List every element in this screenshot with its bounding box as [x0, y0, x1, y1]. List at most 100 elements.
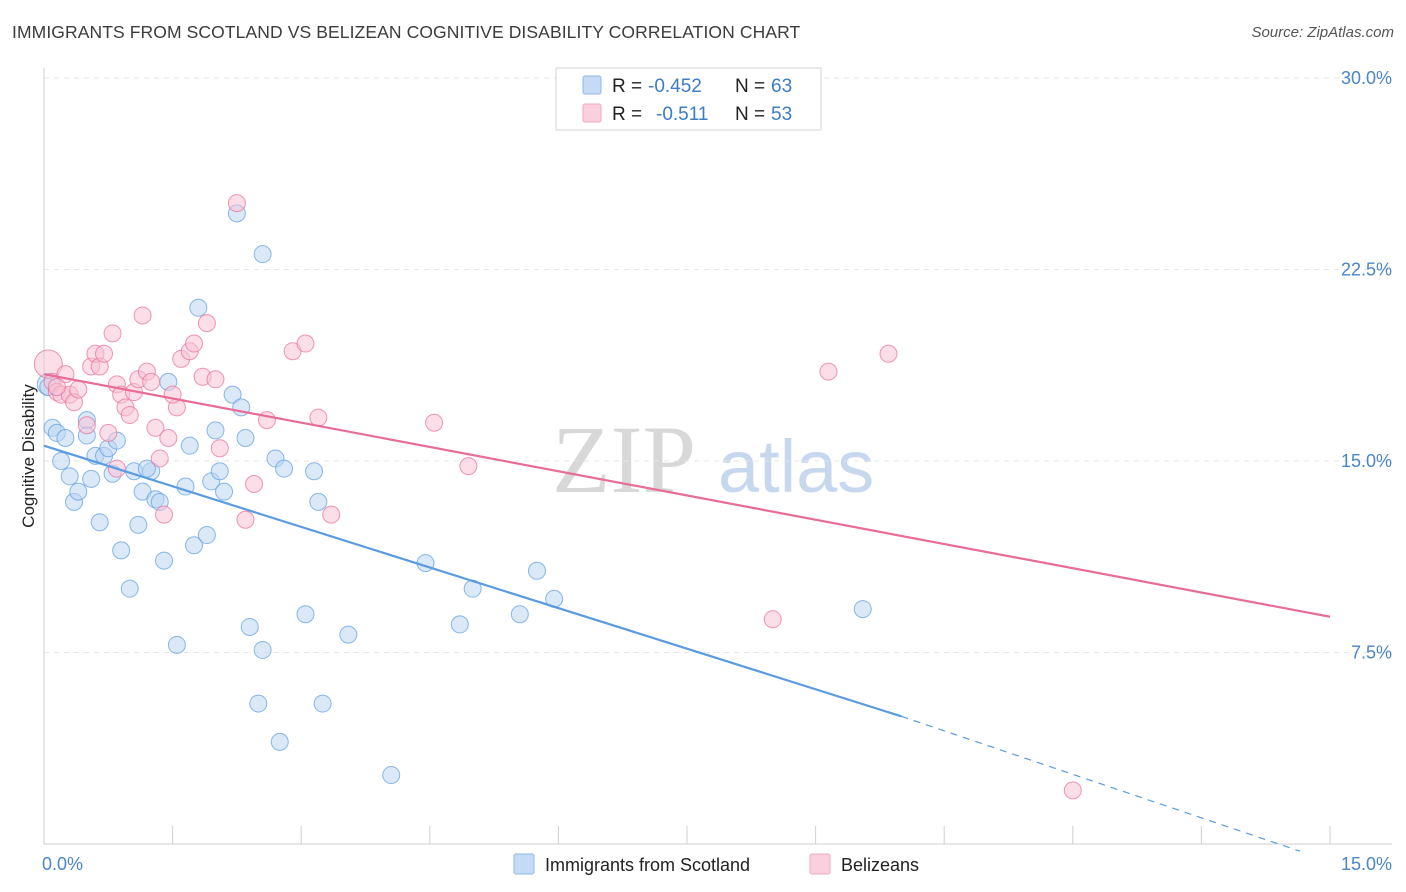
legend-n-label-belizeans: N =: [735, 104, 765, 125]
legend-n-value-belizeans: 53: [771, 104, 792, 125]
point-belizeans-27: [159, 429, 178, 448]
point-scotland-20: [129, 515, 148, 534]
point-scotland-46: [270, 732, 289, 751]
point-belizeans-8: [77, 416, 96, 435]
point-belizeans-13: [99, 423, 118, 442]
trend-line-scotland: [43, 444, 902, 718]
point-scotland-37: [223, 385, 242, 404]
point-belizeans-34: [206, 370, 225, 389]
point-belizeans-12: [95, 344, 114, 363]
point-scotland-55: [450, 615, 469, 634]
point-scotland-10: [82, 469, 101, 488]
point-scotland-58: [527, 561, 546, 580]
point-belizeans-52: [47, 377, 66, 396]
y-axis-label: Cognitive Disability: [19, 384, 38, 528]
bottom-legend-label-scotland: Immigrants from Scotland: [545, 855, 750, 875]
point-scotland-18: [120, 579, 139, 598]
point-belizeans-37: [236, 510, 255, 529]
point-scotland-32: [197, 526, 216, 545]
point-scotland-5: [60, 467, 79, 486]
point-scotland-43: [253, 640, 272, 659]
point-belizeans-48: [879, 344, 898, 363]
y-tick-label-2: 22.5%: [1341, 260, 1392, 280]
point-belizeans-47: [819, 362, 838, 381]
point-scotland-7: [69, 482, 88, 501]
legend-n-label-scotland: N =: [735, 76, 765, 97]
point-belizeans-35: [210, 439, 229, 458]
point-belizeans-24: [146, 418, 165, 437]
trend-lines: [43, 373, 1331, 852]
x-tick-labels: 0.0% 15.0%: [42, 854, 1392, 874]
bottom-legend-label-belizeans: Belizeans: [841, 855, 919, 875]
point-scotland-47: [275, 459, 294, 478]
x-tick-label-1: 15.0%: [1341, 854, 1392, 874]
point-scotland-4: [56, 429, 75, 448]
point-belizeans-41: [296, 334, 315, 353]
point-scotland-36: [215, 482, 234, 501]
bottom-legend: Immigrants from Scotland Belizeans: [513, 853, 919, 875]
point-scotland-57: [510, 605, 529, 624]
point-belizeans-38: [245, 474, 264, 493]
point-scotland-41: [240, 617, 259, 636]
point-belizeans-21: [133, 306, 152, 325]
x-tick-label-0: 0.0%: [42, 854, 83, 874]
legend-swatch-scotland: [582, 75, 602, 95]
x-tick-marks: [172, 826, 1331, 844]
legend-r-value-belizeans: -0.511: [656, 104, 708, 125]
point-scotland-44: [253, 245, 272, 264]
legend: R = -0.452 N = 63 R = -0.511 N = 53: [555, 67, 822, 131]
point-scotland-60: [853, 600, 872, 619]
legend-r-label-scotland: R =: [612, 76, 642, 97]
point-belizeans-31: [185, 334, 204, 353]
point-scotland-31: [189, 298, 208, 317]
y-tick-label-0: 7.5%: [1351, 643, 1392, 663]
point-belizeans-14: [103, 324, 122, 343]
point-belizeans-45: [459, 457, 478, 476]
gridlines: [44, 77, 1392, 653]
point-scotland-12: [90, 513, 109, 532]
legend-r-value-scotland: -0.452: [648, 76, 702, 97]
point-belizeans-44: [425, 413, 444, 432]
point-scotland-49: [305, 462, 324, 481]
point-scotland-50: [309, 492, 328, 511]
point-belizeans-25: [150, 449, 169, 468]
point-scotland-17: [112, 541, 131, 560]
point-belizeans-42: [309, 408, 328, 427]
series-belizeans-points: [33, 194, 1082, 800]
bottom-legend-swatch-belizeans: [809, 853, 831, 875]
watermark-atlas: atlas: [718, 425, 874, 508]
bottom-legend-swatch-scotland: [513, 853, 535, 875]
point-scotland-42: [249, 694, 268, 713]
chart-title: IMMIGRANTS FROM SCOTLAND VS BELIZEAN COG…: [12, 22, 801, 42]
legend-n-value-scotland: 63: [771, 76, 792, 97]
trend-line-scotland-extension: [901, 715, 1301, 852]
watermark-zip: ZIP: [552, 406, 696, 513]
y-tick-label-1: 15.0%: [1341, 451, 1392, 471]
point-belizeans-26: [155, 505, 174, 524]
point-scotland-52: [339, 625, 358, 644]
point-scotland-25: [155, 551, 174, 570]
point-belizeans-23: [142, 372, 161, 391]
point-scotland-51: [313, 694, 332, 713]
point-belizeans-43: [322, 505, 341, 524]
point-scotland-40: [236, 429, 255, 448]
point-scotland-3: [52, 452, 71, 470]
point-belizeans-18: [120, 406, 139, 425]
point-scotland-53: [382, 766, 401, 785]
axes: [43, 68, 1392, 845]
trend-line-belizeans: [43, 373, 1331, 618]
y-tick-label-3: 30.0%: [1341, 68, 1392, 88]
point-scotland-34: [206, 421, 225, 440]
point-belizeans-33: [197, 314, 216, 333]
point-scotland-35: [210, 462, 229, 481]
point-scotland-48: [296, 605, 315, 624]
point-belizeans-36: [227, 194, 246, 213]
point-scotland-30: [185, 536, 204, 555]
source-label: Source: ZipAtlas.com: [1251, 24, 1394, 41]
point-belizeans-49: [1063, 781, 1082, 800]
point-belizeans-46: [763, 610, 782, 629]
legend-r-label-belizeans: R =: [612, 104, 642, 125]
legend-swatch-belizeans: [582, 103, 602, 123]
y-tick-labels: 7.5% 15.0% 22.5% 30.0%: [1341, 68, 1392, 663]
